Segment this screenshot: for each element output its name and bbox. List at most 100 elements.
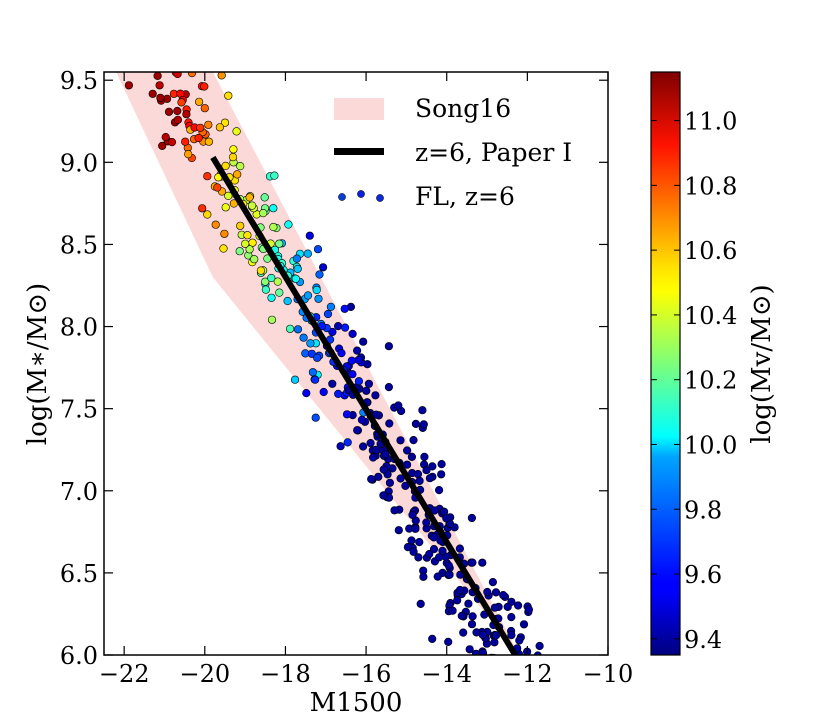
scatter-point (394, 526, 403, 535)
scatter-point (425, 474, 435, 483)
scatter-point (261, 285, 271, 294)
scatter-point (442, 514, 451, 523)
scatter-point (418, 406, 427, 415)
scatter-point (535, 641, 544, 651)
scatter-point (369, 453, 378, 462)
scatter-point (221, 203, 230, 212)
y-axis-label: log(M∗/M⊙) (23, 283, 53, 445)
scatter-point (286, 324, 295, 333)
scatter-point (267, 315, 277, 324)
colorbar-ticks: 9.4 9.6 9.8 10.0 10.2 10.4 10.6 10.8 11.0 (651, 108, 737, 654)
scatter-point (374, 472, 383, 481)
scatter-point (224, 91, 233, 100)
x-tick-label: −12 (502, 660, 553, 688)
scatter-point (354, 377, 364, 386)
scatter-point (385, 419, 394, 428)
x-tick-label: −14 (421, 660, 472, 688)
scatter-point (407, 452, 417, 462)
scatter-point (187, 72, 197, 78)
scatter-point (177, 98, 186, 107)
scatter-point (419, 420, 428, 429)
scatter-point (384, 383, 394, 392)
x-axis-label: M1500 (310, 688, 403, 718)
scatter-point (283, 296, 292, 306)
scatter-point (158, 141, 167, 150)
scatter-point (270, 171, 279, 180)
scatter-point (429, 533, 438, 542)
scatter-point (444, 561, 454, 570)
scatter-point (435, 486, 444, 495)
scatter-point (490, 603, 500, 612)
scatter-point (371, 445, 381, 455)
scatter-point (428, 634, 437, 644)
scatter-point (166, 64, 174, 72)
scatter-point (200, 104, 209, 113)
scatter-point (203, 210, 212, 219)
scatter-point (343, 438, 352, 447)
scatter-point (467, 620, 477, 629)
scatter-point (124, 81, 133, 90)
scatter-point (465, 645, 474, 654)
scatter-point (353, 346, 362, 355)
scatter-point (323, 309, 333, 319)
scatter-point (273, 277, 282, 286)
scatter-point (455, 544, 465, 553)
scatter-point (292, 254, 302, 263)
scatter-point (347, 356, 356, 365)
scatter-point (490, 638, 499, 647)
legend-fl-point-1 (338, 193, 346, 201)
scatter-point (302, 389, 311, 398)
scatter-point (414, 553, 423, 562)
scatter-point (503, 602, 512, 612)
y-tick-label: 8.0 (60, 314, 98, 342)
scatter-point (293, 325, 303, 334)
scatter-point (306, 339, 315, 348)
scatter-point (341, 323, 350, 332)
scatter-point (415, 537, 424, 547)
scatter-point (429, 544, 439, 554)
legend-fl-label: FL, z=6 (415, 182, 515, 211)
scatter-point (457, 611, 466, 621)
scatter-point (336, 442, 345, 451)
x-tick-label: −10 (583, 660, 634, 688)
scatter-point (241, 239, 250, 248)
scatter-point (363, 360, 372, 369)
scatter-point (328, 327, 337, 337)
scatter-point (342, 410, 352, 419)
colorbar-tick-label: 9.8 (684, 496, 722, 524)
scatter-point (243, 231, 252, 240)
scatter-point (533, 651, 542, 655)
scatter-point (468, 558, 477, 567)
legend-paper1-label: z=6, Paper I (415, 138, 572, 167)
scatter-point (204, 120, 213, 129)
scatter-point (284, 220, 293, 229)
scatter-point (319, 263, 328, 272)
scatter-point (478, 630, 487, 639)
scatter-point (437, 470, 446, 479)
scatter-point (408, 510, 417, 520)
scatter-point (269, 204, 278, 213)
scatter-point (213, 183, 222, 192)
scatter-point (396, 474, 405, 483)
scatter-point (422, 466, 431, 475)
scatter-point (291, 274, 300, 283)
scatter-point (515, 636, 524, 645)
scatter-point (507, 630, 516, 640)
scatter-point (364, 379, 374, 388)
scatter-point (403, 446, 412, 455)
scatter-point (259, 209, 268, 218)
scatter-point (478, 648, 488, 655)
y-tick-label: 7.5 (60, 396, 98, 424)
scatter-point (445, 570, 454, 579)
scatter-point (459, 628, 468, 637)
scatter-point (312, 285, 321, 295)
scatter-point (156, 93, 165, 102)
scatter-point (148, 89, 157, 98)
scatter-point (334, 322, 343, 331)
scatter-point (491, 588, 501, 597)
y-tick-label: 6.0 (60, 642, 98, 670)
scatter-point (394, 401, 403, 410)
scatter-point (313, 353, 322, 362)
colorbar-tick-label: 10.2 (684, 367, 737, 395)
scatter-point (390, 506, 399, 515)
